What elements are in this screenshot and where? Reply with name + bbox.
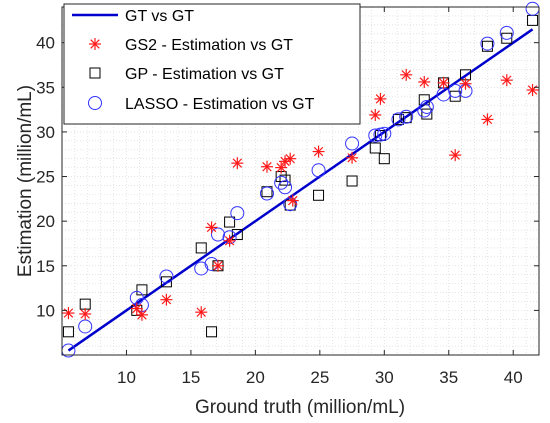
lasso-point	[194, 261, 209, 276]
y-axis-label: Estimation (million/mL)	[15, 85, 36, 277]
gs2-point	[459, 77, 472, 90]
gs2-point	[481, 113, 494, 126]
gs2-point	[374, 92, 387, 105]
legend-swatch-lasso	[88, 96, 102, 110]
lasso-point	[448, 83, 463, 98]
gp-point	[224, 216, 236, 228]
gp-point	[400, 112, 412, 124]
gp-point	[378, 153, 390, 165]
gs2-point	[369, 108, 382, 121]
legend-label-lasso: LASSO - Estimation vs GT	[125, 96, 315, 113]
x-tick-label: 15	[181, 368, 200, 387]
lasso-point	[345, 136, 360, 151]
gs2-point	[195, 306, 208, 319]
gs2-point	[231, 157, 244, 170]
x-tick-label: 35	[439, 368, 458, 387]
gp-point	[279, 174, 291, 186]
gs2-point	[275, 161, 288, 174]
legend: GT vs GT GS2 - Estimation vs GT GP - Est…	[63, 3, 361, 125]
legend-label-gs2: GS2 - Estimation vs GT	[125, 37, 293, 54]
x-tick-label: 10	[117, 368, 136, 387]
legend-box	[63, 3, 361, 125]
y-tick-label: 40	[36, 34, 55, 53]
lasso-point	[480, 36, 495, 51]
y-tick-label: 20	[36, 212, 55, 231]
gs2-point	[312, 145, 325, 158]
lasso-point	[159, 269, 174, 284]
legend-swatch-gp	[89, 67, 101, 79]
x-tick-label: 20	[246, 368, 265, 387]
x-tick-label: 40	[504, 368, 523, 387]
gs2-point	[160, 293, 173, 306]
gs2-point	[79, 307, 92, 320]
lasso-point	[391, 112, 406, 127]
gs2-point	[223, 234, 236, 247]
gt-vs-gt-line	[67, 28, 534, 352]
y-tick-label: 15	[36, 257, 55, 276]
gs2-point	[62, 307, 75, 320]
gp-point	[346, 175, 358, 187]
gs2-point	[346, 151, 359, 164]
lasso-point	[311, 163, 326, 178]
lasso-point	[417, 103, 432, 118]
y-tick-label: 35	[36, 78, 55, 97]
gs2-point	[130, 302, 143, 315]
gs2-point	[286, 194, 299, 207]
gs2-point	[400, 68, 413, 81]
lasso-point	[368, 128, 383, 143]
lasso-point	[259, 186, 274, 201]
legend-label-gt: GT vs GT	[125, 8, 194, 25]
gs2-point	[526, 83, 539, 96]
gs2-point	[449, 149, 462, 162]
gp-point	[206, 326, 218, 338]
x-tick-label: 25	[310, 368, 329, 387]
gp-point	[392, 113, 404, 125]
lasso-point	[230, 206, 245, 221]
lasso-point	[278, 180, 293, 195]
lasso-point	[419, 99, 434, 114]
gs2-point	[135, 308, 148, 321]
gs2-point	[284, 152, 297, 165]
gp-point	[231, 229, 243, 241]
gp-point	[369, 142, 381, 154]
gp-point	[62, 326, 74, 338]
gp-point	[313, 189, 325, 201]
gp-point	[195, 242, 207, 254]
legend-label-gp: GP - Estimation vs GT	[125, 66, 284, 83]
gs2-point	[418, 75, 431, 88]
gs2-point	[500, 74, 513, 87]
gs2-point	[205, 221, 218, 234]
lasso-point	[210, 227, 225, 242]
gs2-point	[260, 160, 273, 173]
lasso-point	[274, 175, 289, 190]
lasso-point	[499, 25, 514, 40]
gp-point	[136, 284, 148, 296]
lasso-point	[377, 126, 392, 141]
x-tick-label: 30	[375, 368, 394, 387]
gs2-point	[211, 259, 224, 272]
x-axis-label: Ground truth (million/mL)	[195, 397, 405, 418]
gp-point	[418, 94, 430, 106]
y-tick-label: 25	[36, 168, 55, 187]
axis-ticks: 10 15 20 25 30 35 40 10 15 20 25 30 35 40	[36, 7, 539, 387]
plot-marks	[61, 1, 540, 358]
gp-point	[374, 129, 386, 141]
gp-point	[501, 32, 513, 44]
gp-point	[481, 40, 493, 52]
gs2-point	[437, 76, 450, 89]
gp-point	[421, 108, 433, 120]
y-tick-label: 10	[36, 301, 55, 320]
y-tick-label: 30	[36, 123, 55, 142]
legend-swatch-gs2	[89, 38, 101, 50]
lasso-point	[399, 109, 414, 124]
gp-point	[160, 276, 172, 288]
